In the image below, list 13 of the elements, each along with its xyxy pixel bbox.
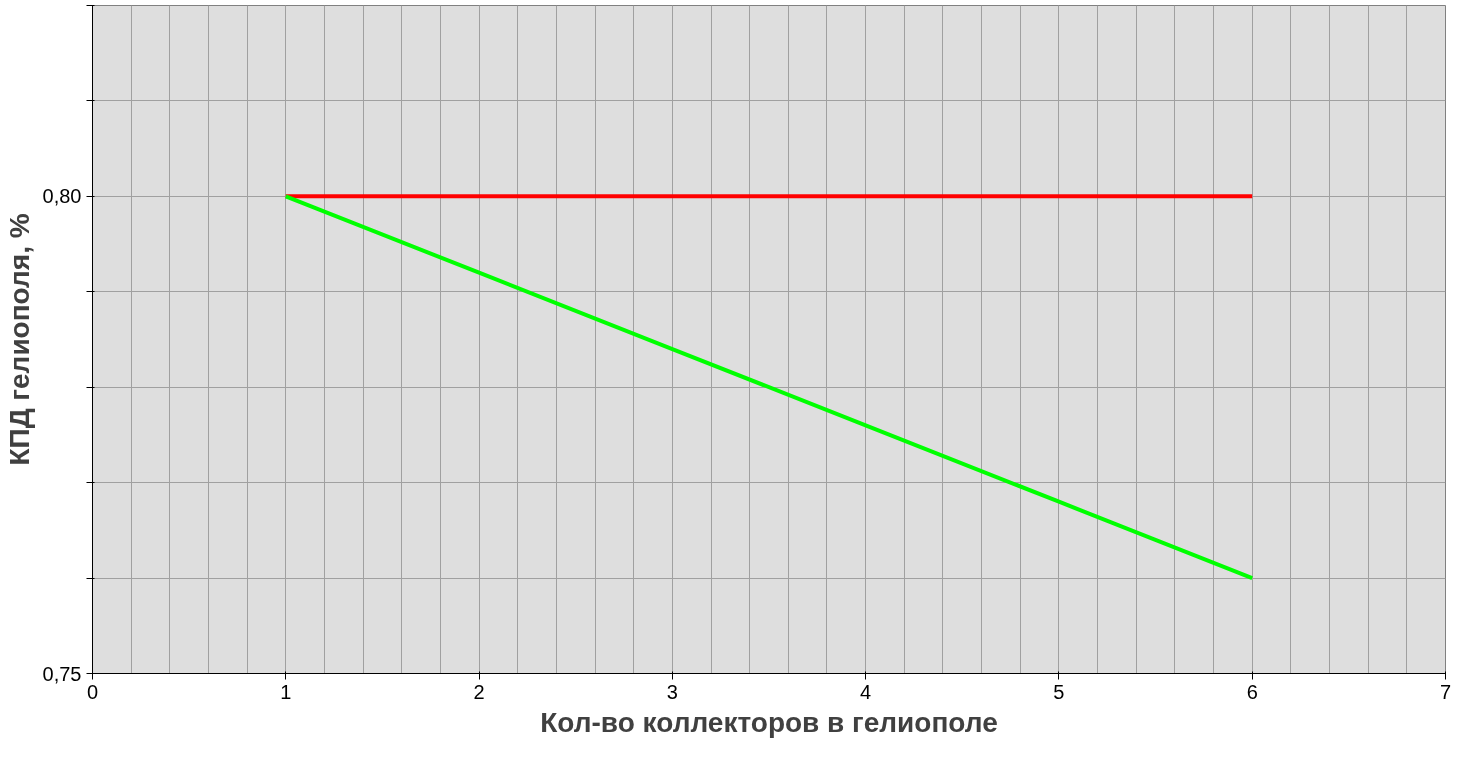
x-axis-title: Кол-во коллекторов в гелиополе [540, 706, 998, 738]
y-tick-label: 0,75 [42, 662, 82, 685]
x-tick-label: 1 [280, 680, 292, 703]
y-axis-title: КПД гелиополя, % [3, 213, 35, 466]
x-tick-label: 7 [1439, 680, 1452, 703]
x-tick-label: 5 [1053, 680, 1065, 703]
x-tick-label: 4 [860, 680, 872, 703]
x-tick-label: 3 [666, 680, 678, 703]
y-tick-label: 0,80 [42, 185, 82, 208]
x-tick-label: 2 [473, 680, 485, 703]
x-tick-label: 0 [86, 680, 99, 703]
line-series [283, 194, 1255, 581]
x-tick-label: 6 [1246, 680, 1258, 703]
